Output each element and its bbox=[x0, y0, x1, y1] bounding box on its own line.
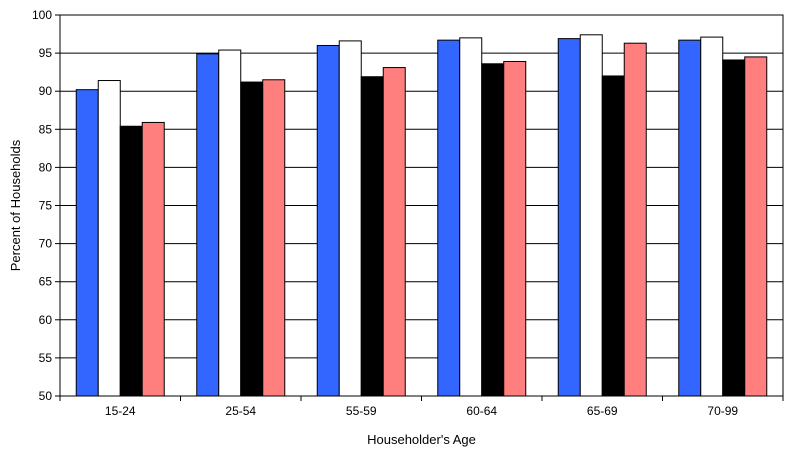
x-tick-label: 55-59 bbox=[346, 404, 377, 418]
y-tick-label: 80 bbox=[39, 160, 53, 174]
y-tick-label: 75 bbox=[39, 199, 53, 213]
y-tick-label: 90 bbox=[39, 84, 53, 98]
y-tick-label: 100 bbox=[32, 8, 52, 22]
x-axis-title: Householder's Age bbox=[367, 432, 476, 447]
bar bbox=[557, 38, 581, 397]
bar bbox=[623, 42, 647, 397]
x-tick-label: 65-69 bbox=[587, 404, 618, 418]
bar bbox=[503, 60, 527, 397]
y-tick-label: 95 bbox=[39, 46, 53, 60]
bar bbox=[75, 89, 99, 397]
bar bbox=[262, 79, 286, 397]
bar bbox=[382, 67, 406, 397]
bar bbox=[360, 76, 384, 397]
x-tick-label: 15-24 bbox=[105, 404, 136, 418]
bar bbox=[316, 44, 340, 397]
bar bbox=[700, 36, 724, 397]
bar bbox=[218, 49, 242, 397]
bars bbox=[75, 34, 768, 397]
bar bbox=[240, 81, 264, 397]
y-axis-title: Percent of Households bbox=[8, 139, 23, 271]
bar bbox=[141, 121, 165, 397]
bar bbox=[338, 40, 362, 397]
bar bbox=[678, 39, 702, 397]
bar bbox=[437, 39, 461, 397]
y-tick-label: 65 bbox=[39, 275, 53, 289]
y-tick-label: 70 bbox=[39, 237, 53, 251]
y-axis: 50 55 60 65 70 75 80 85 90 95 100 bbox=[32, 8, 60, 403]
y-tick-label: 85 bbox=[39, 122, 53, 136]
bar bbox=[744, 56, 768, 397]
gridlines bbox=[60, 52, 783, 359]
bar bbox=[97, 80, 121, 397]
x-tick-label: 25-54 bbox=[225, 404, 256, 418]
y-tick-label: 60 bbox=[39, 313, 53, 327]
y-tick-label: 50 bbox=[39, 389, 53, 403]
x-axis: 15-24 25-54 55-59 60-64 65-69 70-99 bbox=[59, 396, 784, 418]
bar bbox=[459, 37, 483, 397]
bar bbox=[722, 59, 746, 397]
bar bbox=[196, 53, 220, 397]
y-tick-label: 55 bbox=[39, 351, 53, 365]
bar bbox=[119, 125, 143, 397]
bar bbox=[579, 34, 603, 397]
bar bbox=[601, 75, 625, 397]
bar bbox=[481, 63, 505, 397]
x-tick-label: 70-99 bbox=[707, 404, 738, 418]
x-tick-label: 60-64 bbox=[466, 404, 497, 418]
